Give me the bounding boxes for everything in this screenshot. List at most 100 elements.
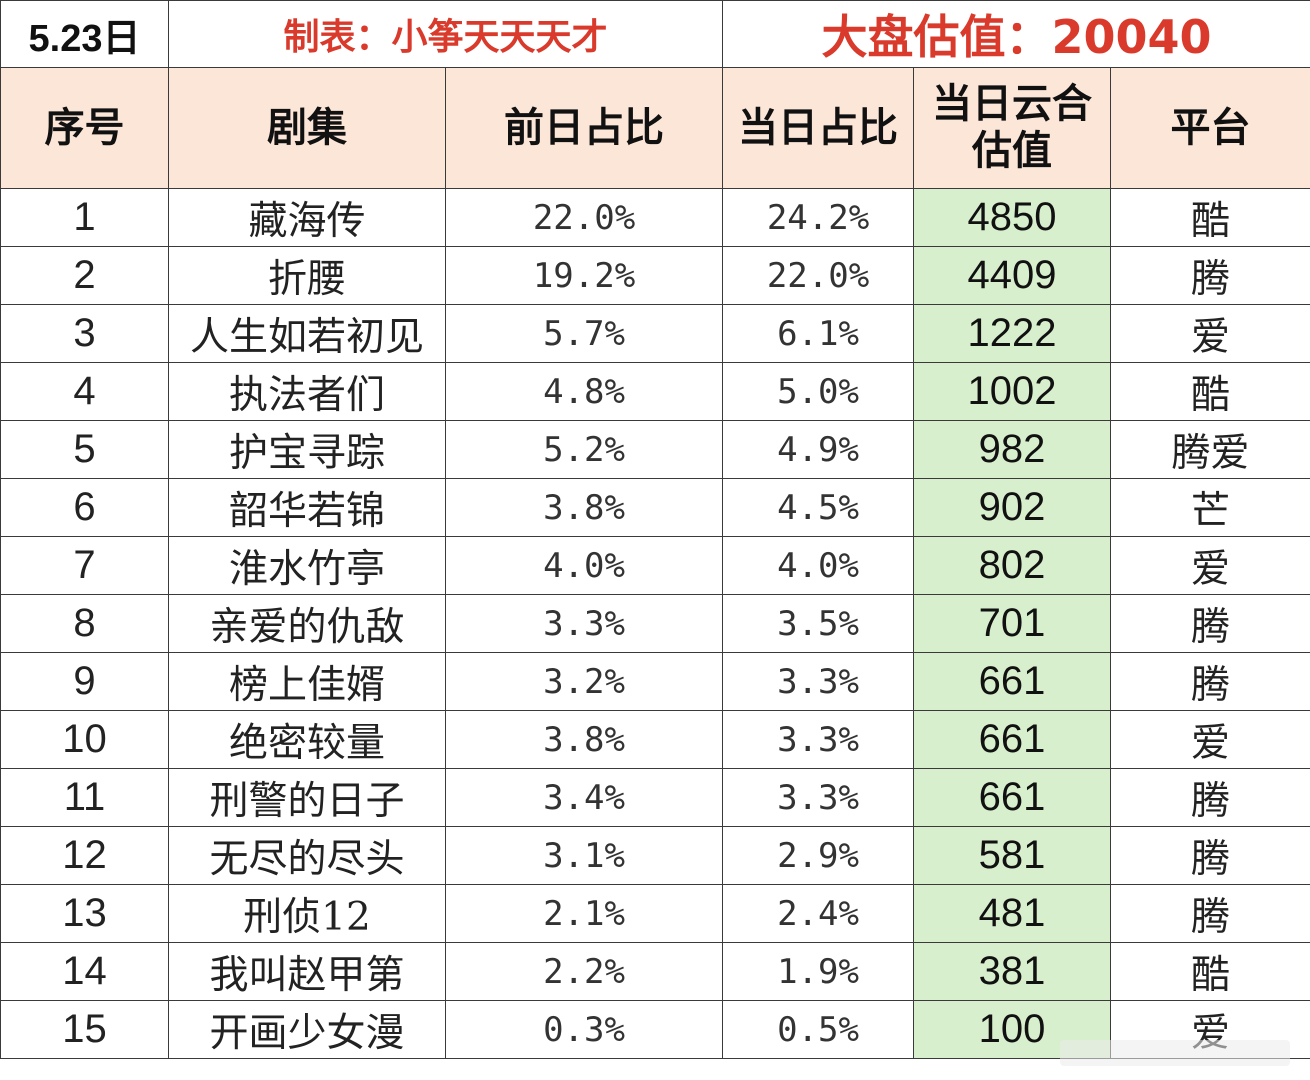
row-rank: 1 <box>0 188 169 247</box>
row-prev-share: 3.8% <box>444 478 724 537</box>
row-platform: 爱 <box>1110 710 1310 769</box>
row-rank: 9 <box>0 652 169 711</box>
row-rank: 15 <box>0 1000 169 1059</box>
table-row: 3 人生如若初见 5.7% 6.1% 1222 爱 <box>0 304 1310 363</box>
row-today-share: 2.9% <box>722 826 915 885</box>
row-today-share: 3.3% <box>722 652 915 711</box>
row-platform: 腾 <box>1110 768 1310 827</box>
row-today-share: 5.0% <box>722 362 915 421</box>
row-today-share: 4.9% <box>722 420 915 479</box>
row-platform: 爱 <box>1110 304 1310 363</box>
row-rank: 10 <box>0 710 169 769</box>
row-platform: 腾 <box>1110 826 1310 885</box>
row-title: 亲爱的仇敌 <box>168 594 446 653</box>
row-title: 折腰 <box>168 246 446 305</box>
table-row: 1 藏海传 22.0% 24.2% 4850 酷 <box>0 188 1310 247</box>
row-today-share: 3.3% <box>722 710 915 769</box>
row-title: 淮水竹亭 <box>168 536 446 595</box>
row-title: 护宝寻踪 <box>168 420 446 479</box>
table-row: 10 绝密较量 3.8% 3.3% 661 爱 <box>0 710 1310 769</box>
table-row: 14 我叫赵甲第 2.2% 1.9% 381 酷 <box>0 942 1310 1001</box>
row-title: 执法者们 <box>168 362 446 421</box>
row-today-share: 3.3% <box>722 768 915 827</box>
row-rank: 3 <box>0 304 169 363</box>
row-rank: 8 <box>0 594 169 653</box>
row-value: 581 <box>913 826 1112 885</box>
watermark-overlay <box>1060 1040 1290 1066</box>
row-value: 1222 <box>913 304 1112 363</box>
table-row: 4 执法者们 4.8% 5.0% 1002 酷 <box>0 362 1310 421</box>
row-value: 661 <box>913 652 1112 711</box>
row-title: 开画少女漫 <box>168 1000 446 1059</box>
row-platform: 腾 <box>1110 652 1310 711</box>
row-rank: 11 <box>0 768 169 827</box>
row-value: 661 <box>913 768 1112 827</box>
row-today-share: 22.0% <box>722 246 915 305</box>
row-value: 481 <box>913 884 1112 943</box>
row-today-share: 6.1% <box>722 304 915 363</box>
date-label: 5.23日 <box>0 0 169 68</box>
table-row: 8 亲爱的仇敌 3.3% 3.5% 701 腾 <box>0 594 1310 653</box>
col-header-today-share: 当日占比 <box>722 67 915 189</box>
table-row: 15 开画少女漫 0.3% 0.5% 100 爱 <box>0 1000 1310 1059</box>
row-today-share: 3.5% <box>722 594 915 653</box>
row-platform: 酷 <box>1110 362 1310 421</box>
row-today-share: 24.2% <box>722 188 915 247</box>
row-value: 701 <box>913 594 1112 653</box>
row-value: 982 <box>913 420 1112 479</box>
row-rank: 2 <box>0 246 169 305</box>
row-title: 绝密较量 <box>168 710 446 769</box>
row-prev-share: 3.8% <box>444 710 724 769</box>
row-prev-share: 3.2% <box>444 652 724 711</box>
row-rank: 5 <box>0 420 169 479</box>
row-prev-share: 5.7% <box>444 304 724 363</box>
row-value: 381 <box>913 942 1112 1001</box>
row-title: 韶华若锦 <box>168 478 446 537</box>
table-row: 7 淮水竹亭 4.0% 4.0% 802 爱 <box>0 536 1310 595</box>
row-title: 我叫赵甲第 <box>168 942 446 1001</box>
row-platform: 腾 <box>1110 594 1310 653</box>
row-today-share: 2.4% <box>722 884 915 943</box>
row-title: 人生如若初见 <box>168 304 446 363</box>
row-prev-share: 3.4% <box>444 768 724 827</box>
col-header-title: 剧集 <box>168 67 446 189</box>
col-header-value: 当日云合 估值 <box>913 67 1112 189</box>
row-value: 902 <box>913 478 1112 537</box>
row-rank: 7 <box>0 536 169 595</box>
row-prev-share: 19.2% <box>444 246 724 305</box>
row-platform: 芒 <box>1110 478 1310 537</box>
row-today-share: 4.0% <box>722 536 915 595</box>
col-header-rank: 序号 <box>0 67 169 189</box>
col-header-prev-share: 前日占比 <box>444 67 724 189</box>
row-value: 802 <box>913 536 1112 595</box>
table-row: 12 无尽的尽头 3.1% 2.9% 581 腾 <box>0 826 1310 885</box>
row-value: 1002 <box>913 362 1112 421</box>
row-rank: 4 <box>0 362 169 421</box>
table-row: 13 刑侦12 2.1% 2.4% 481 腾 <box>0 884 1310 943</box>
row-platform: 腾 <box>1110 884 1310 943</box>
row-title: 榜上佳婿 <box>168 652 446 711</box>
row-prev-share: 4.0% <box>444 536 724 595</box>
table-row: 11 刑警的日子 3.4% 3.3% 661 腾 <box>0 768 1310 827</box>
row-today-share: 0.5% <box>722 1000 915 1059</box>
maker-credit: 制表：小筝天天天才 <box>167 0 724 68</box>
row-platform: 酷 <box>1110 188 1310 247</box>
row-platform: 爱 <box>1110 536 1310 595</box>
row-value: 661 <box>913 710 1112 769</box>
row-platform: 腾爱 <box>1110 420 1310 479</box>
row-today-share: 4.5% <box>722 478 915 537</box>
table-row: 9 榜上佳婿 3.2% 3.3% 661 腾 <box>0 652 1310 711</box>
row-rank: 14 <box>0 942 169 1001</box>
row-value: 4409 <box>913 246 1112 305</box>
row-prev-share: 0.3% <box>444 1000 724 1059</box>
row-rank: 6 <box>0 478 169 537</box>
row-title: 刑警的日子 <box>168 768 446 827</box>
market-total: 大盘估值：20040 <box>722 0 1310 68</box>
table-row: 6 韶华若锦 3.8% 4.5% 902 芒 <box>0 478 1310 537</box>
row-prev-share: 2.1% <box>444 884 724 943</box>
row-prev-share: 3.1% <box>444 826 724 885</box>
table-row: 5 护宝寻踪 5.2% 4.9% 982 腾爱 <box>0 420 1310 479</box>
row-title: 藏海传 <box>168 188 446 247</box>
